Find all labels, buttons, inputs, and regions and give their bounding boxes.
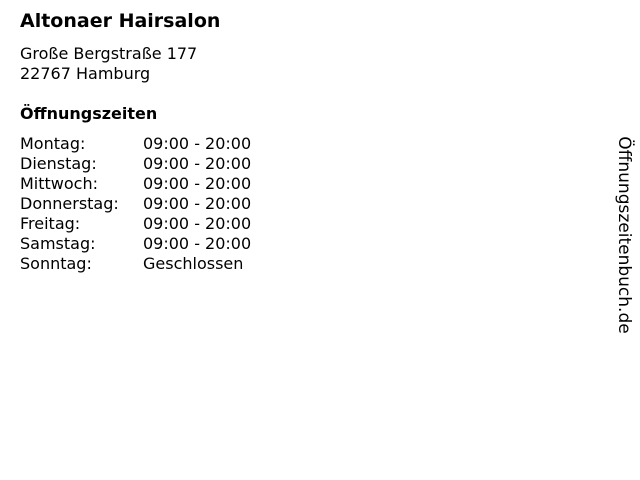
hours-row-saturday: Samstag: 09:00 - 20:00 bbox=[20, 234, 251, 254]
street: Große Bergstraße 177 bbox=[20, 44, 198, 63]
salon-name: Altonaer Hairsalon bbox=[20, 10, 221, 32]
brand-watermark[interactable]: Öffnungszeitenbuch.de bbox=[614, 136, 634, 334]
time-value: 09:00 - 20:00 bbox=[143, 154, 252, 173]
time-value: 09:00 - 20:00 bbox=[143, 194, 252, 213]
day-label: Dienstag: bbox=[20, 154, 97, 173]
day-label: Freitag: bbox=[20, 214, 81, 233]
city: 22767 Hamburg bbox=[20, 64, 151, 83]
day-label: Sonntag: bbox=[20, 254, 92, 273]
hours-row-tuesday: Dienstag: 09:00 - 20:00 bbox=[20, 154, 251, 174]
day-label: Montag: bbox=[20, 134, 86, 153]
day-label: Mittwoch: bbox=[20, 174, 98, 193]
hours-row-friday: Freitag: 09:00 - 20:00 bbox=[20, 214, 251, 234]
day-label: Donnerstag: bbox=[20, 194, 119, 213]
hours-row-thursday: Donnerstag: 09:00 - 20:00 bbox=[20, 194, 251, 214]
hours-row-wednesday: Mittwoch: 09:00 - 20:00 bbox=[20, 174, 251, 194]
hours-table: Montag: 09:00 - 20:00 Dienstag: 09:00 - 20… bbox=[20, 134, 251, 274]
hours-row-monday: Montag: 09:00 - 20:00 bbox=[20, 134, 251, 154]
address: Große Bergstraße 177 22767 Hamburg bbox=[20, 44, 197, 84]
time-value: Geschlossen bbox=[143, 254, 244, 273]
time-value: 09:00 - 20:00 bbox=[143, 134, 252, 153]
time-value: 09:00 - 20:00 bbox=[143, 234, 252, 253]
day-label: Samstag: bbox=[20, 234, 96, 253]
time-value: 09:00 - 20:00 bbox=[143, 214, 252, 233]
time-value: 09:00 - 20:00 bbox=[143, 174, 252, 193]
hours-heading: Öffnungszeiten bbox=[20, 104, 158, 123]
hours-row-sunday: Sonntag: Geschlossen bbox=[20, 254, 251, 274]
